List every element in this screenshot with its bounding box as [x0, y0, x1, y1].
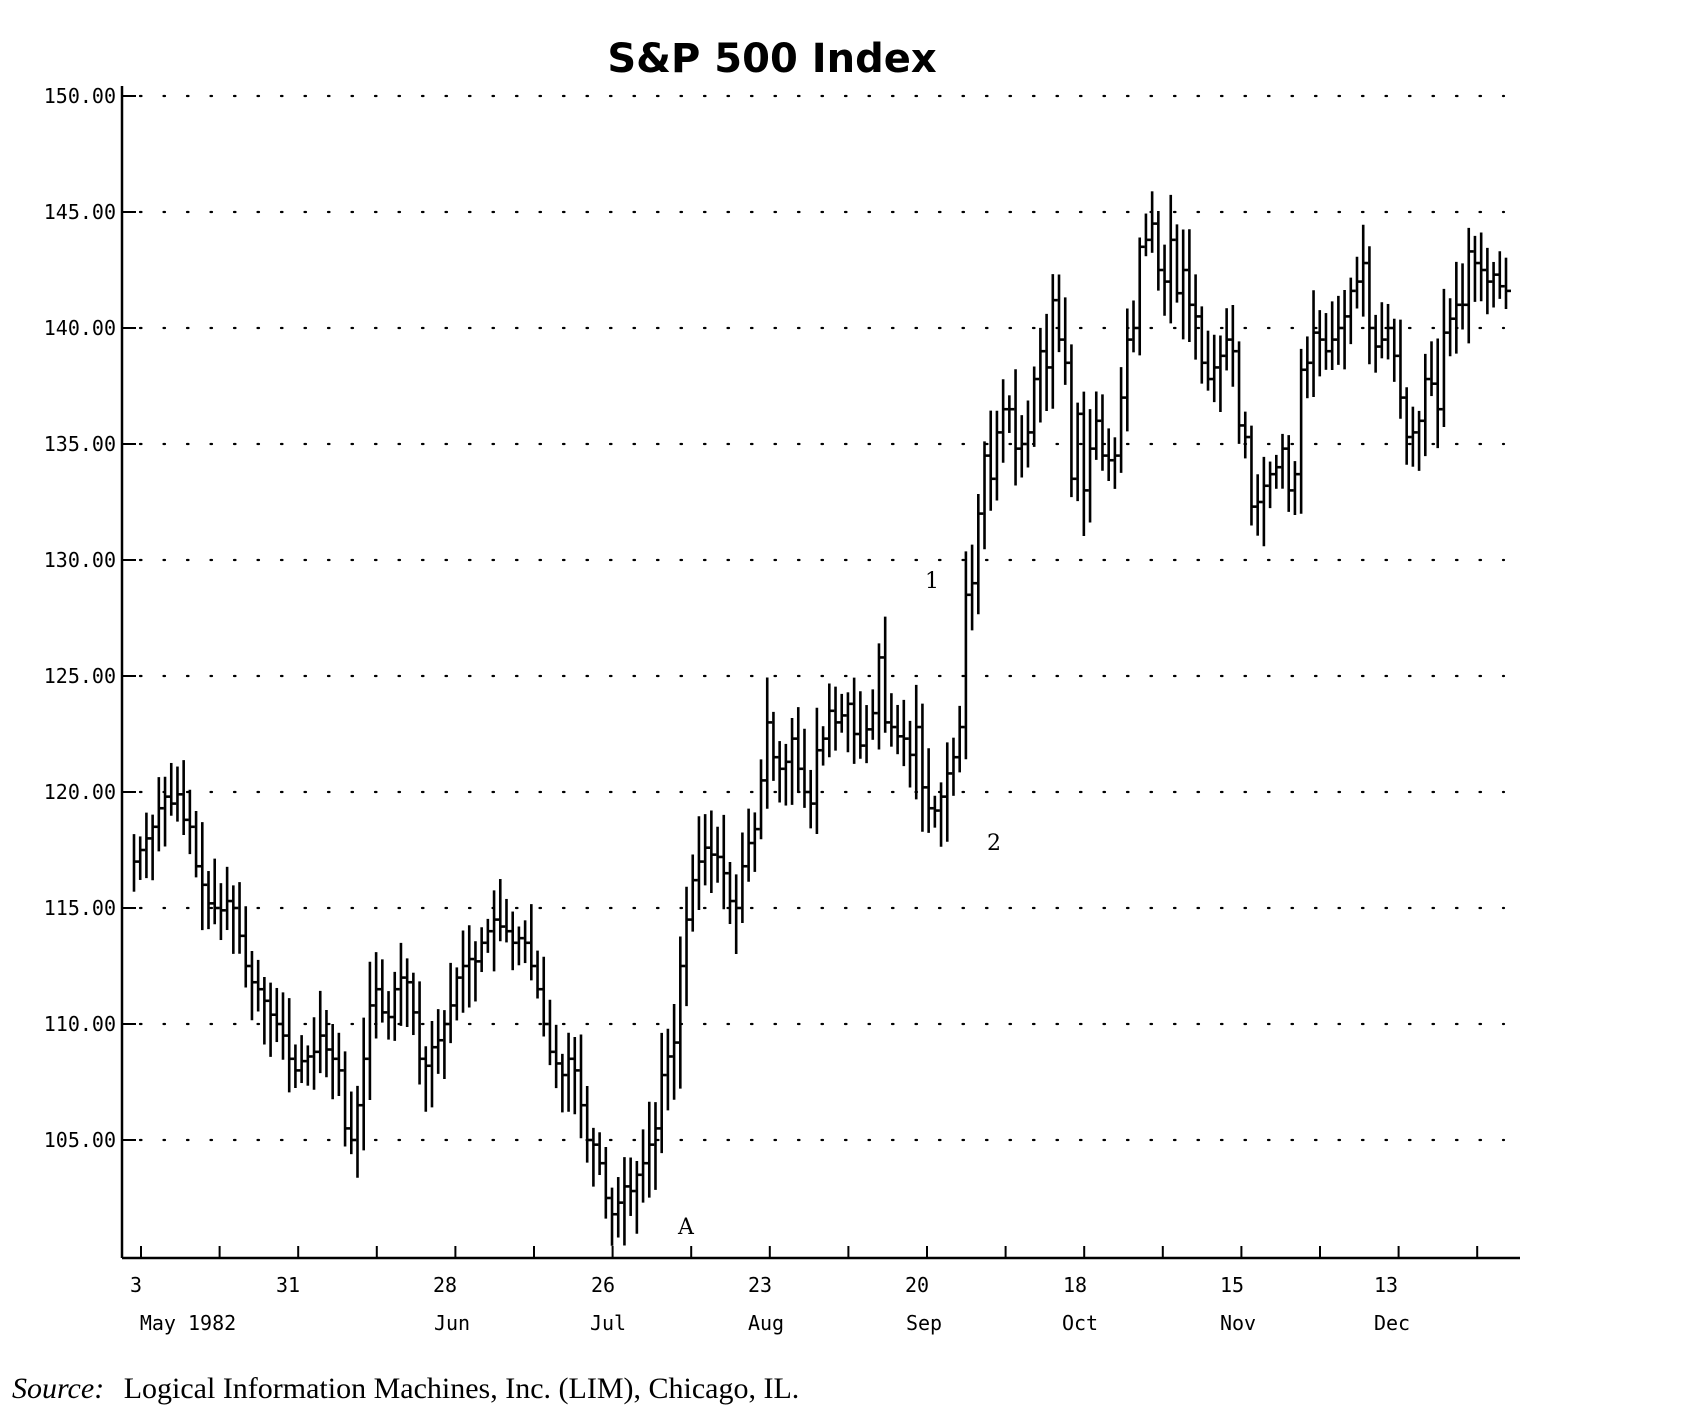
x-tick-month-label: Jun — [434, 1311, 470, 1335]
source-label: Source: — [12, 1372, 104, 1405]
source-text: Logical Information Machines, Inc. (LIM)… — [124, 1372, 800, 1405]
x-tick-month-label: Nov — [1220, 1311, 1256, 1335]
annotation-1: 1 — [925, 569, 939, 594]
x-tick-label: 28 — [433, 1273, 457, 1297]
x-tick-label: 23 — [748, 1273, 772, 1297]
y-tick-label: 105.00 — [44, 1128, 116, 1152]
x-tick-label: 15 — [1220, 1273, 1244, 1297]
x-tick-month-label: Dec — [1374, 1311, 1410, 1335]
y-tick-label: 145.00 — [44, 200, 116, 224]
chart-title: S&P 500 Index — [607, 36, 936, 82]
x-tick-label: 20 — [905, 1273, 929, 1297]
y-tick-label: 140.00 — [44, 316, 116, 340]
y-tick-label: 115.00 — [44, 896, 116, 920]
x-tick-month-label: Oct — [1062, 1311, 1098, 1335]
source-note: Source: Logical Information Machines, In… — [12, 1372, 799, 1405]
y-tick-label: 120.00 — [44, 780, 116, 804]
annotation-2: 2 — [987, 831, 1001, 856]
y-axis-ticks: 150.00 145.00 140.00 135.00 130.00 125.00 120.… — [44, 84, 136, 1152]
y-tick-label: 130.00 — [44, 548, 116, 572]
gridlines — [138, 94, 1506, 1142]
y-tick-label: 125.00 — [44, 664, 116, 688]
x-tick-label: 31 — [276, 1273, 300, 1297]
x-tick-month-label: Aug — [748, 1311, 784, 1335]
x-tick-label: 26 — [591, 1273, 615, 1297]
x-tick-month-label: Sep — [906, 1311, 942, 1335]
x-tick-label: 18 — [1063, 1273, 1087, 1297]
axes — [120, 86, 1520, 1260]
annotation-a: A — [677, 1215, 695, 1240]
y-tick-label: 150.00 — [44, 84, 116, 108]
x-tick-label: 13 — [1374, 1273, 1398, 1297]
x-axis-ticks: 3 May 1982 31 28 Jun 26 Jul 23 Aug 20 Sep 18 Oct 15 No… — [130, 1246, 1479, 1335]
y-tick-label: 135.00 — [44, 432, 116, 456]
x-tick-month-label: Jul — [590, 1311, 626, 1335]
x-tick-month-label: May 1982 — [140, 1311, 236, 1335]
y-tick-label: 110.00 — [44, 1012, 116, 1036]
x-tick-label: 3 — [130, 1273, 142, 1297]
price-bars — [132, 191, 1511, 1246]
